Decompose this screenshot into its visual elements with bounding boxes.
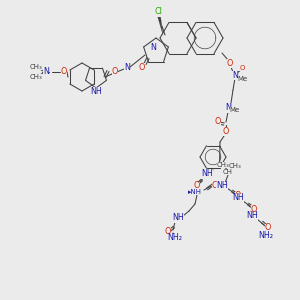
Text: Me: Me	[238, 76, 248, 82]
Text: CH₃: CH₃	[30, 64, 42, 70]
Text: O: O	[239, 65, 245, 71]
Text: O: O	[212, 181, 218, 190]
Text: CH: CH	[223, 169, 233, 175]
Text: Me: Me	[230, 107, 240, 113]
Text: ▸NH: ▸NH	[188, 189, 202, 195]
Text: N: N	[150, 44, 156, 52]
Text: O: O	[265, 224, 271, 232]
Text: CH₃: CH₃	[217, 162, 230, 168]
Polygon shape	[158, 16, 163, 35]
Text: NH: NH	[216, 182, 228, 190]
Text: O: O	[215, 118, 221, 127]
Text: N: N	[43, 68, 49, 76]
Text: CH₃: CH₃	[30, 74, 42, 80]
Text: O: O	[251, 205, 257, 214]
Text: NH₂: NH₂	[259, 232, 274, 241]
Text: NH: NH	[246, 212, 258, 220]
Text: Cl: Cl	[154, 8, 162, 16]
Text: N: N	[225, 103, 231, 112]
Text: O: O	[194, 182, 200, 190]
Text: CH₃: CH₃	[229, 163, 242, 169]
Text: NH₂: NH₂	[167, 233, 182, 242]
Text: NH: NH	[201, 169, 213, 178]
Text: N: N	[232, 70, 238, 80]
Text: O: O	[139, 62, 145, 71]
Text: O: O	[165, 227, 171, 236]
Text: O: O	[235, 191, 241, 200]
Text: NH: NH	[90, 86, 102, 95]
Text: O: O	[61, 68, 67, 76]
Text: O: O	[223, 127, 229, 136]
Text: O: O	[227, 58, 233, 68]
Text: NH: NH	[232, 194, 244, 202]
Text: N: N	[124, 64, 130, 73]
Text: NH: NH	[172, 214, 184, 223]
Text: O: O	[112, 68, 118, 76]
